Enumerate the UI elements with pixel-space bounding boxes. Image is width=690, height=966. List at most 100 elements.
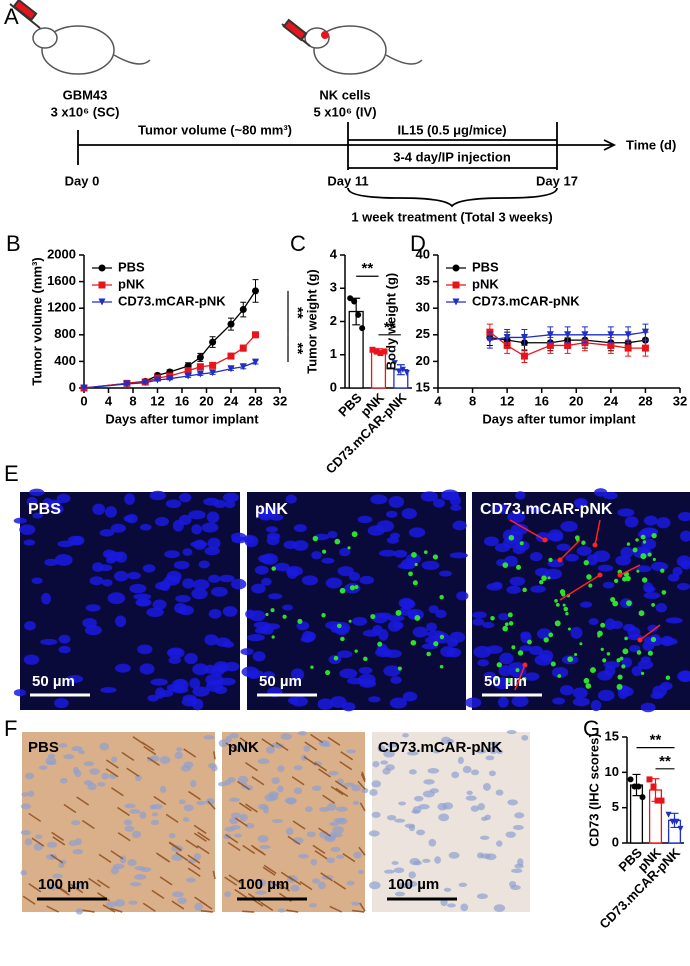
cell — [458, 882, 468, 887]
nucleus — [254, 565, 269, 575]
membrane-stain — [175, 851, 189, 862]
nucleus — [586, 554, 599, 566]
panel-label: A — [4, 4, 19, 29]
green-signal — [626, 542, 631, 546]
membrane-stain — [242, 910, 255, 913]
cell — [394, 891, 406, 897]
green-signal — [612, 600, 619, 607]
nucleus — [449, 631, 466, 643]
cell — [196, 800, 206, 806]
y-tick-label: 35 — [416, 273, 430, 288]
membrane-stain — [97, 892, 110, 902]
green-signal — [270, 608, 275, 613]
arrow — [619, 564, 641, 576]
nucleus — [107, 592, 126, 605]
cell — [24, 772, 35, 780]
cell — [229, 732, 239, 739]
panel-label: D — [410, 231, 426, 256]
cell — [183, 761, 194, 769]
cell — [368, 830, 380, 837]
nucleus — [123, 515, 135, 522]
nucleus — [435, 609, 447, 619]
nucleus — [552, 697, 566, 705]
cell — [408, 824, 416, 832]
legend-label: CD73.mCAR-pNK — [472, 293, 580, 308]
y-tick-label: 2000 — [47, 246, 76, 261]
nucleus — [139, 523, 152, 531]
nucleus — [56, 493, 71, 504]
membrane-stain — [126, 767, 140, 777]
membrane-stain — [147, 756, 160, 767]
green-signal — [433, 641, 439, 647]
nucleus — [452, 520, 467, 531]
cell — [63, 754, 75, 760]
green-signal — [561, 592, 566, 597]
membrane-stain — [253, 846, 266, 856]
marker — [347, 295, 354, 302]
x-axis-label: Days after tumor implant — [482, 411, 636, 426]
nucleus — [166, 570, 182, 583]
nucleus — [252, 651, 266, 662]
nucleus — [679, 670, 690, 683]
nucleus — [192, 663, 209, 676]
nucleus — [102, 579, 113, 587]
nucleus — [208, 574, 221, 584]
nucleus — [402, 691, 418, 702]
nucleus — [99, 564, 113, 572]
cell — [438, 813, 450, 822]
membrane-stain — [261, 738, 275, 748]
cell — [382, 767, 391, 775]
y-tick-label: 25 — [416, 326, 430, 341]
nucleus — [293, 524, 307, 533]
nucleus — [167, 648, 182, 656]
marker — [658, 797, 665, 804]
green-signal — [642, 540, 647, 544]
nucleus — [287, 696, 299, 705]
green-signal — [619, 656, 624, 661]
cell — [52, 873, 63, 879]
cell — [465, 795, 477, 801]
legend-marker — [452, 264, 460, 272]
green-signal — [354, 649, 358, 653]
nucleus — [432, 498, 446, 508]
green-signal — [602, 658, 607, 663]
cell — [194, 902, 204, 911]
cell — [71, 746, 83, 752]
cell — [245, 784, 254, 791]
marker — [641, 328, 649, 336]
cell — [343, 782, 356, 787]
membrane-stain — [200, 909, 213, 913]
cell — [131, 830, 142, 839]
cell — [176, 747, 183, 752]
cell — [290, 884, 300, 892]
green-signal — [567, 656, 574, 663]
nucleus — [222, 606, 238, 617]
membrane-stain — [82, 909, 95, 913]
legend-marker — [98, 281, 106, 289]
cell — [485, 853, 497, 861]
green-signal — [508, 534, 515, 541]
nucleus — [206, 511, 220, 524]
nucleus — [560, 520, 578, 532]
membrane-stain — [339, 760, 353, 771]
membrane-stain — [110, 850, 124, 860]
cell — [383, 750, 395, 758]
nucleus — [155, 581, 170, 591]
cell — [332, 826, 344, 834]
nucleus — [572, 687, 588, 699]
marker — [650, 783, 657, 790]
nucleus — [54, 698, 69, 709]
cell — [391, 860, 399, 866]
membrane-stain — [275, 741, 289, 751]
green-signal — [507, 612, 513, 618]
arrow-head — [637, 637, 643, 643]
nucleus — [240, 648, 254, 656]
marker — [627, 776, 634, 783]
arrow-head — [592, 542, 598, 548]
cell — [393, 867, 405, 874]
green-signal — [432, 554, 439, 560]
nucleus — [547, 529, 564, 542]
nucleus — [509, 576, 526, 586]
green-signal — [543, 637, 549, 643]
